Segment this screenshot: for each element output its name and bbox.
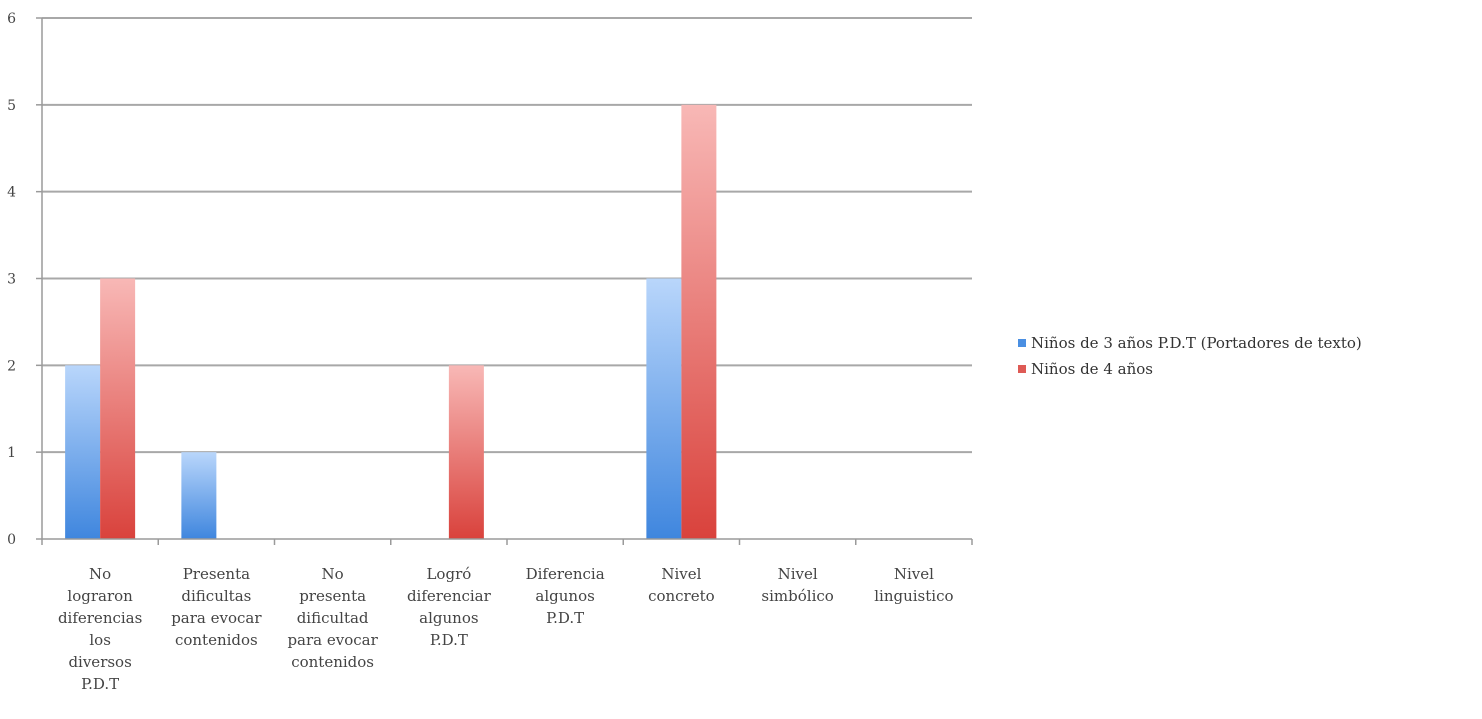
legend-label-series-1: Niños de 4 años [1031, 360, 1153, 378]
y-tick-label-2: 2 [7, 358, 16, 374]
x-category-label-6: Nivel simbólico [761, 565, 833, 605]
y-tick-label-3: 3 [7, 272, 16, 288]
bars [65, 104, 717, 539]
x-category-label-0: No lograron diferencias los diversos P.D.T [58, 565, 142, 693]
legend-item-series-0: Niños de 3 años P.D.T (Portadores de tex… [1018, 330, 1362, 356]
y-tick-label-1: 1 [7, 445, 16, 461]
x-category-label-5: Nivel concreto [648, 565, 715, 605]
y-tick-label-5: 5 [7, 98, 16, 114]
x-category-label-7: Nivel linguistico [874, 565, 953, 605]
legend-label-series-0: Niños de 3 años P.D.T (Portadores de tex… [1031, 334, 1362, 352]
bar-series-0-cat-1 [181, 452, 217, 539]
y-tick-label-4: 4 [7, 185, 16, 201]
bar-series-1-cat-3 [448, 365, 484, 539]
x-category-label-2: No presenta dificultad para evocar contenido… [287, 565, 378, 671]
x-category-label-1: Presenta dificultas para evocar contenidos [171, 565, 262, 649]
x-category-labels: No lograron diferencias los diversos P.D.T Pre… [58, 565, 954, 693]
y-tick-labels: 0 1 2 3 4 5 6 [7, 11, 16, 548]
bar-series-1-cat-5 [681, 104, 717, 539]
legend: Niños de 3 años P.D.T (Portadores de tex… [1018, 330, 1362, 382]
bar-series-0-cat-5 [646, 278, 682, 539]
legend-swatch-series-0 [1018, 339, 1026, 347]
legend-item-series-1: Niños de 4 años [1018, 356, 1362, 382]
y-tick-label-0: 0 [7, 532, 16, 548]
bar-series-1-cat-0 [100, 278, 136, 539]
x-category-label-3: Logró diferenciar algunos P.D.T [407, 565, 492, 649]
y-tick-label-6: 6 [7, 11, 16, 27]
legend-swatch-series-1 [1018, 365, 1026, 373]
bar-series-0-cat-0 [65, 365, 101, 539]
gridlines [42, 17, 972, 454]
axes [36, 17, 973, 545]
x-category-label-4: Diferencia algunos P.D.T [526, 565, 605, 627]
